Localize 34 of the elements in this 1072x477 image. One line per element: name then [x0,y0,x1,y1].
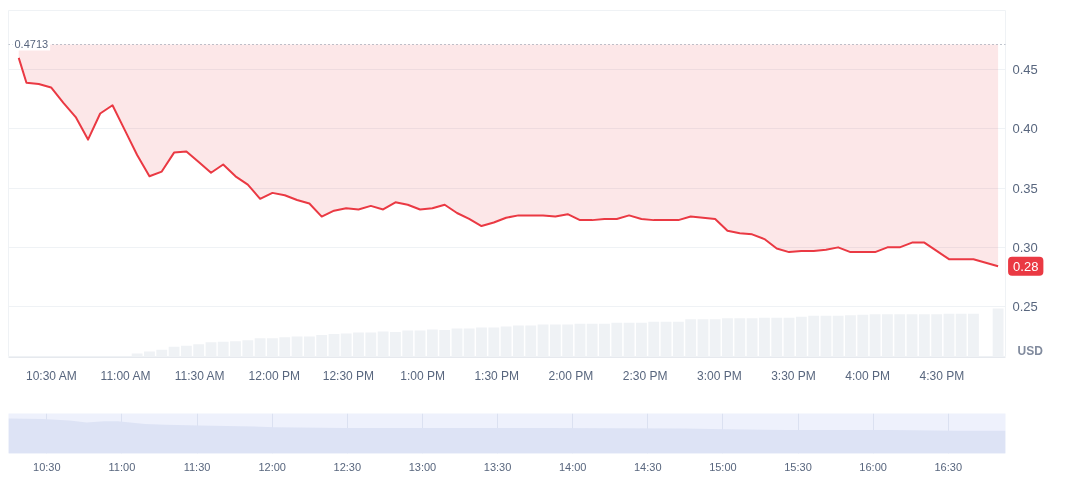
x-tick-label: 13:30 [483,460,512,473]
x-tick-label: 15:00 [709,460,737,473]
y-tick-label: 0.40 [1012,121,1038,137]
y-tick-label: 0.25 [1012,299,1038,315]
x-tick-label: 10:30 AM [25,368,77,383]
x-tick-label: 16:30 [934,460,963,473]
x-tick-label: 11:30 AM [174,368,225,383]
x-tick-label: 11:30 [183,460,211,473]
x-tick-label: 16:00 [859,460,887,473]
x-tick-label: 3:00 PM [696,368,742,383]
x-tick-label: 12:30 PM [322,368,375,383]
y-tick-label: 0.30 [1012,239,1038,255]
x-tick-label: 4:00 PM [845,368,891,383]
x-tick-label: 13:00 [408,460,437,473]
y-tick-label: 0.35 [1012,180,1038,196]
x-tick-label: 4:30 PM [919,368,965,383]
x-tick-label: 11:00 [108,460,136,473]
x-tick-label: 12:00 PM [248,368,300,383]
x-tick-label: 10:30 [33,460,61,473]
x-tick-label: 11:00 AM [100,368,151,383]
x-tick-label: 1:00 PM [400,368,445,383]
x-tick-label: 3:30 PM [771,368,816,383]
x-tick-label: 15:30 [784,460,812,473]
x-tick-label: 1:30 PM [474,368,520,383]
x-tick-label: 12:30 [333,460,362,473]
x-tick-label: 2:30 PM [622,368,668,383]
y-axis-title: USD [1017,343,1044,358]
x-tick-label: 2:00 PM [548,368,594,383]
data-label: 0.28 [1013,258,1039,274]
x-tick-label: 14:30 [634,460,662,473]
x-tick-label: 12:00 [258,460,286,473]
ref-line-label: 0.4713 [14,38,49,51]
x-tick-label: 14:00 [558,460,587,473]
y-tick-label: 0.45 [1012,62,1038,78]
